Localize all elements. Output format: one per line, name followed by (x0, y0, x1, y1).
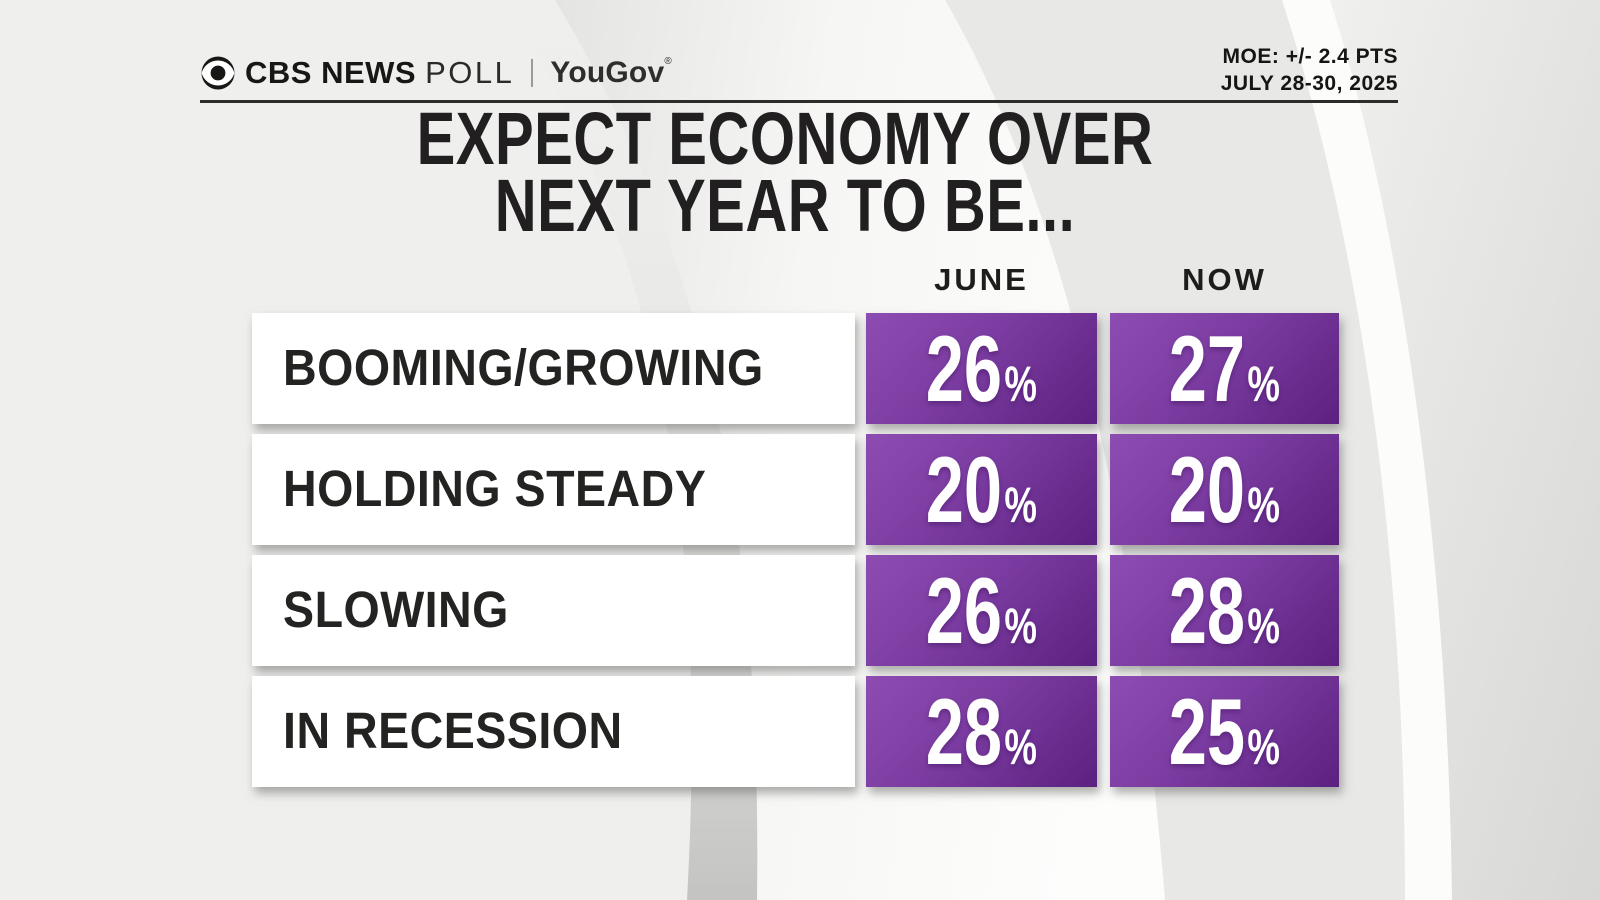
table-row: SLOWING 26% 28% (0, 555, 1600, 666)
table-row: IN RECESSION 28% 25% (0, 676, 1600, 787)
cbs-eye-icon (201, 56, 235, 90)
percent-sign: % (1247, 475, 1281, 532)
title-line-1: EXPECT ECONOMY OVER (416, 97, 1154, 181)
value: 28% (925, 678, 1038, 784)
title-line-2: NEXT YEAR TO BE... (494, 164, 1076, 248)
brand-cbs-news: CBS NEWS (245, 55, 417, 90)
header-rule (200, 100, 1398, 103)
value-cell-june: 20% (866, 434, 1097, 545)
table-row: BOOMING/GROWING 26% 27% (0, 313, 1600, 424)
moe-note: MOE: +/- 2.4 PTS JULY 28-30, 2025 (1221, 44, 1398, 98)
percent-sign: % (1004, 354, 1038, 411)
percent-sign: % (1247, 354, 1281, 411)
cbs-news-poll-logo: CBS NEWS POLL YouGov® (200, 52, 672, 94)
value: 26% (925, 557, 1038, 663)
brand-yougov: YouGov® (550, 56, 672, 89)
value-cell-now: 28% (1110, 555, 1339, 666)
registered-mark: ® (664, 56, 672, 67)
row-label-box: IN RECESSION (252, 676, 855, 787)
row-label: IN RECESSION (283, 703, 623, 760)
value-cell-june: 26% (866, 313, 1097, 424)
value: 25% (1168, 678, 1281, 784)
value-cell-june: 26% (866, 555, 1097, 666)
percent-sign: % (1247, 717, 1281, 774)
page-title: EXPECT ECONOMY OVER NEXT YEAR TO BE... (185, 97, 1385, 243)
row-label: HOLDING STEADY (283, 461, 707, 518)
value: 20% (1168, 436, 1281, 542)
value-cell-june: 28% (866, 676, 1097, 787)
row-label: SLOWING (283, 582, 509, 639)
table-row: HOLDING STEADY 20% 20% (0, 434, 1600, 545)
value: 27% (1168, 315, 1281, 421)
column-header-now: NOW (1182, 262, 1267, 297)
value-cell-now: 20% (1110, 434, 1339, 545)
row-label-box: SLOWING (252, 555, 855, 666)
value: 26% (925, 315, 1038, 421)
moe-line: MOE: +/- 2.4 PTS (1222, 45, 1398, 68)
brand-poll: POLL (425, 55, 515, 90)
value: 20% (925, 436, 1038, 542)
value-cell-now: 27% (1110, 313, 1339, 424)
value: 28% (1168, 557, 1281, 663)
percent-sign: % (1004, 475, 1038, 532)
poll-dates: JULY 28-30, 2025 (1220, 71, 1398, 95)
row-label: BOOMING/GROWING (283, 340, 764, 397)
column-header-june: JUNE (934, 262, 1029, 297)
row-label-box: HOLDING STEADY (252, 434, 855, 545)
row-label-box: BOOMING/GROWING (252, 313, 855, 424)
percent-sign: % (1247, 596, 1281, 653)
brand-divider (531, 59, 534, 87)
value-cell-now: 25% (1110, 676, 1339, 787)
percent-sign: % (1004, 717, 1038, 774)
percent-sign: % (1004, 596, 1038, 653)
